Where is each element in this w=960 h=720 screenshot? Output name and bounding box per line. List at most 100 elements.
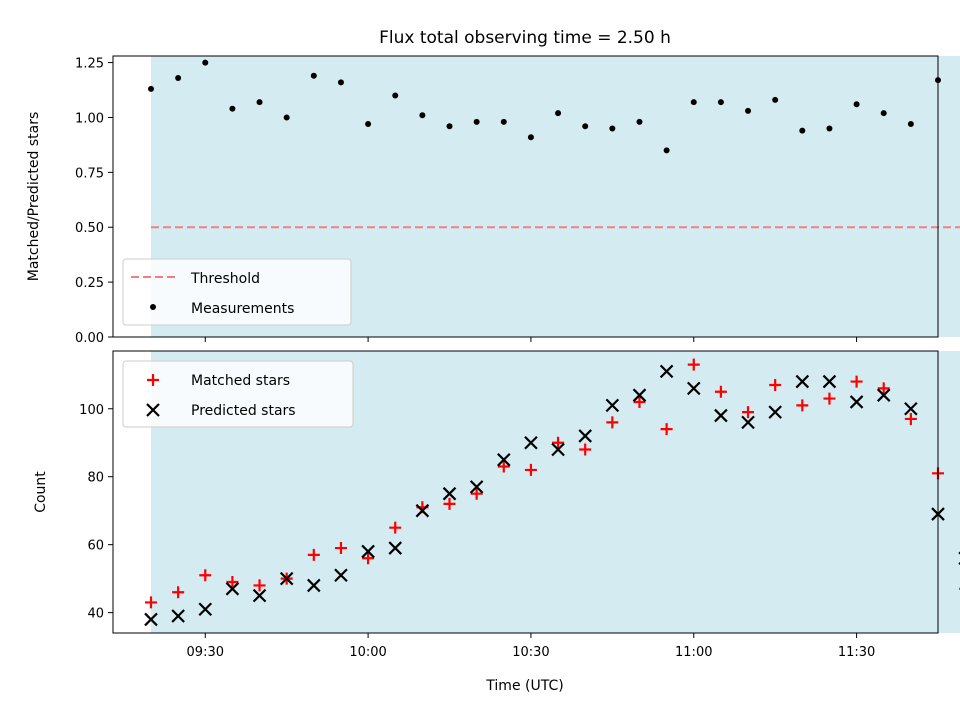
y-tick-label: 100	[79, 403, 104, 418]
predicted-star-point	[876, 388, 891, 402]
measurement-point	[745, 107, 752, 114]
predicted-star-point	[849, 395, 864, 409]
predicted-star-point	[632, 388, 647, 402]
predicted-star-point	[822, 374, 837, 389]
legend-predicted-swatch	[146, 403, 160, 417]
matched-star-point	[307, 548, 320, 561]
matched-star-point	[904, 412, 917, 425]
measurement-point	[555, 110, 562, 117]
y-tick-label: 0.00	[75, 331, 104, 346]
matched-star-point	[823, 392, 836, 405]
predicted-star-point	[171, 609, 185, 623]
measurement-point	[256, 99, 263, 106]
x-tick-label: 10:30	[512, 645, 549, 660]
y-tick-label: 1.25	[75, 57, 104, 72]
measurement-point	[582, 123, 589, 130]
x-tick-label: 09:30	[187, 645, 224, 660]
predicted-star-point	[388, 541, 403, 555]
measurement-point	[419, 112, 426, 119]
matched-star-point	[253, 579, 266, 592]
measurement-point	[907, 121, 914, 128]
matched-star-point	[524, 463, 537, 476]
measurement-point	[772, 96, 779, 103]
predicted-star-point	[198, 602, 213, 616]
y-tick-label: 0.50	[75, 221, 104, 236]
matched-star-point	[470, 487, 483, 500]
measurement-point	[880, 110, 887, 117]
measurement-point	[609, 125, 616, 132]
x-axis-label: Time (UTC)	[485, 678, 563, 694]
matched-star-point	[742, 406, 755, 419]
top-panel: 0.00 0.25 0.50 0.75 1.00 1.25 Matched/Predicte…	[26, 55, 960, 346]
matched-star-point	[334, 542, 347, 555]
predicted-star-point	[904, 401, 918, 416]
legend-measurement-swatch	[150, 304, 156, 310]
measurement-point	[365, 121, 372, 128]
bottom-legend: Matched stars Predicted stars	[122, 360, 354, 428]
predicted-star-point	[741, 415, 755, 430]
legend-predicted-label: Predicted stars	[191, 403, 296, 419]
measurement-point	[799, 127, 806, 134]
matched-star-point	[769, 378, 782, 391]
matched-star-point	[850, 375, 863, 388]
predicted-star-point	[361, 544, 375, 559]
matched-star-point	[687, 358, 700, 371]
matched-star-point	[199, 569, 212, 582]
matched-star-point	[497, 460, 510, 473]
predicted-star-point	[714, 408, 728, 423]
top-axes-frame	[112, 55, 939, 338]
predicted-star-point	[279, 571, 294, 586]
measurement-point	[500, 118, 507, 125]
legend-measurement-label: Measurements	[191, 301, 294, 317]
matched-star-point	[389, 521, 402, 534]
y-tick-label: 60	[87, 539, 104, 554]
measurement-point	[473, 118, 480, 125]
x-tick-label: 10:00	[349, 645, 386, 660]
predicted-star-point	[497, 452, 511, 467]
measurement-point	[392, 92, 399, 99]
measurement-point	[663, 147, 670, 154]
measurement-point	[175, 74, 182, 81]
measurement-point	[527, 134, 534, 141]
predicted-star-point	[795, 374, 810, 389]
measurement-point	[147, 85, 154, 92]
chart-title: Flux total observing time = 2.50 h	[379, 28, 671, 48]
predicted-star-point	[415, 503, 430, 518]
y-tick-label: 0.75	[75, 166, 104, 181]
matched-star-point	[714, 385, 727, 398]
measurement-point	[853, 101, 860, 108]
matched-star-point	[362, 552, 375, 565]
matched-star-point	[633, 395, 646, 408]
predicted-star-point	[659, 364, 674, 379]
x-tick-label: 11:30	[838, 645, 875, 660]
predicted-star-point	[252, 588, 267, 603]
predicted-star-point	[225, 582, 240, 596]
predicted-star-point	[307, 578, 321, 593]
bottom-panel: 09:30 10:00 10:30 11:00 11:30 40 60 80 100 Count M…	[33, 350, 960, 660]
matched-star-point	[144, 596, 157, 609]
predicted-star-point	[605, 398, 620, 413]
legend-matched-label: Matched stars	[191, 373, 290, 389]
legend-matched-swatch	[147, 374, 159, 386]
matched-star-point	[579, 443, 592, 456]
matched-star-point	[606, 416, 619, 429]
y-tick-label: 80	[87, 471, 104, 486]
measurement-point	[717, 99, 724, 106]
measurement-point	[636, 118, 643, 125]
predicted-star-point	[686, 381, 701, 396]
predicted-star-point	[442, 486, 457, 501]
y-tick-label: 1.00	[75, 111, 104, 126]
y-axis-label: Matched/Predicted stars	[26, 112, 42, 282]
matched-star-point	[877, 382, 890, 395]
measurement-point	[310, 72, 317, 79]
legend-box	[122, 360, 354, 428]
matched-star-point	[226, 576, 239, 589]
predicted-star-point	[469, 480, 484, 494]
measurement-point	[202, 59, 209, 66]
matched-star-point	[172, 586, 185, 599]
y-tick-label: 40	[87, 607, 104, 622]
matched-star-point	[796, 399, 809, 412]
matched-star-point	[660, 423, 673, 436]
y-tick-label: 0.25	[75, 276, 104, 291]
